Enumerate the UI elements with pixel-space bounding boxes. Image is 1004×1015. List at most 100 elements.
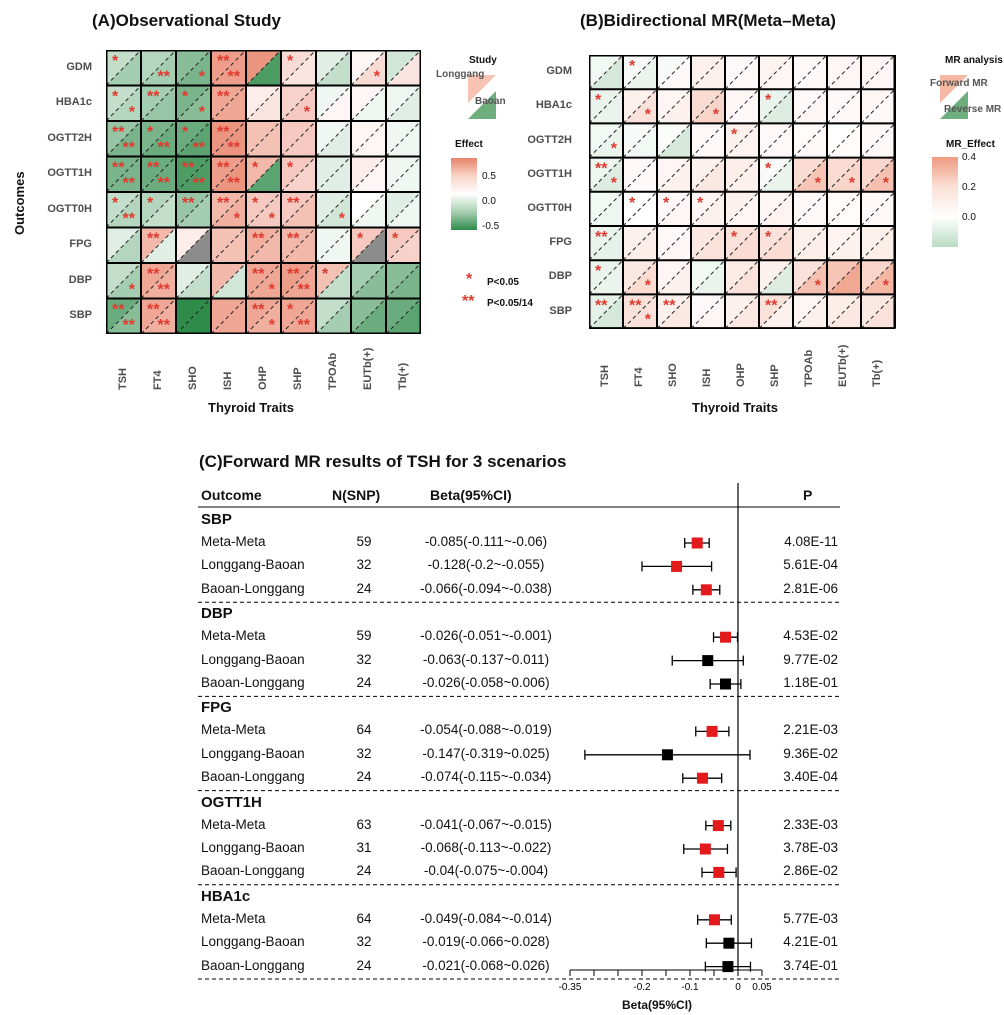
panel-b-cell-diagonal bbox=[792, 225, 828, 261]
panel-a-star-upper: * bbox=[287, 302, 294, 319]
panel-a-cell-diagonal bbox=[385, 262, 421, 299]
mr-effect-legend-tick-label: 0.0 bbox=[962, 212, 976, 223]
panel-b-cell-diagonal bbox=[656, 259, 692, 295]
panel-a-cell-diagonal bbox=[210, 191, 247, 228]
forest-x-tick-label: -0.1 bbox=[681, 982, 699, 993]
panel-a-star-lower: ** bbox=[228, 69, 241, 86]
panel-a-star-upper: * bbox=[287, 160, 294, 177]
panel-a-star-upper: * bbox=[322, 266, 329, 283]
panel-b-cell-diagonal bbox=[656, 294, 692, 329]
forest-x-tick-label: 0.05 bbox=[752, 982, 772, 993]
panel-a-star-lower: * bbox=[339, 211, 346, 228]
forest-header-p: P bbox=[803, 487, 813, 503]
panel-a-star-lower: * bbox=[129, 104, 136, 121]
panel-b-cell-diagonal bbox=[622, 259, 658, 295]
forest-row-p: 2.81E-06 bbox=[783, 580, 838, 596]
panel-a-star-upper: * bbox=[147, 195, 154, 212]
panel-a-star-upper: ** bbox=[217, 53, 230, 70]
panel-b-cell-diagonal bbox=[826, 55, 862, 90]
panel-a-star-upper: ** bbox=[252, 266, 265, 283]
panel-a-cell-diagonal bbox=[210, 50, 247, 86]
study-legend-upper-label: Longgang bbox=[436, 69, 485, 80]
panel-a-star-lower: ** bbox=[158, 69, 171, 86]
panel-b-cell-diagonal bbox=[826, 123, 862, 158]
panel-a-star-upper: ** bbox=[147, 89, 160, 106]
mr-effect-legend-gradient bbox=[932, 157, 958, 247]
panel-b-cell-diagonal bbox=[758, 157, 794, 193]
forest-point bbox=[722, 961, 734, 973]
panel-a-cell-diagonal bbox=[210, 262, 247, 299]
panel-a-cell-diagonal bbox=[140, 156, 177, 193]
panel-a-cell-diagonal bbox=[315, 262, 352, 299]
panel-a-cell-diagonal bbox=[385, 85, 421, 122]
panel-a-star-upper: * bbox=[287, 53, 294, 70]
panel-b-cell-diagonal bbox=[690, 157, 726, 193]
panel-a-star-lower: * bbox=[199, 69, 206, 86]
panel-b-cell-diagonal bbox=[589, 88, 624, 124]
panel-a-cell-diagonal bbox=[315, 227, 352, 264]
forest-row-ci: -0.049(-0.084~-0.014) bbox=[420, 910, 552, 926]
panel-b-star-upper: * bbox=[765, 92, 772, 109]
forest-row-n: 24 bbox=[356, 675, 372, 690]
forest-row-scenario: Meta-Meta bbox=[201, 534, 266, 549]
panel-a-cell-diagonal bbox=[385, 227, 421, 264]
panel-b-cell-upper bbox=[589, 226, 623, 261]
panel-a-cell-diagonal bbox=[210, 85, 247, 122]
forest-row-n: 59 bbox=[356, 534, 372, 549]
panel-b-cell-diagonal bbox=[860, 191, 896, 227]
panel-a-row-label: OGTT0H bbox=[47, 202, 92, 215]
panel-b-row-label: FPG bbox=[549, 236, 572, 249]
panel-b-cell-diagonal bbox=[656, 225, 692, 261]
panel-a-cell-diagonal bbox=[210, 298, 247, 334]
panel-a-cell-diagonal bbox=[175, 298, 212, 334]
sig-legend-p0514: P<0.05/14 bbox=[487, 298, 533, 309]
panel-a-star-upper: ** bbox=[252, 231, 265, 248]
forest-row-ci: -0.021(-0.068~0.026) bbox=[422, 957, 550, 973]
panel-a-cell-diagonal bbox=[245, 120, 282, 157]
panel-b-star-upper: ** bbox=[595, 229, 608, 246]
panel-b-cell-upper bbox=[623, 260, 657, 295]
panel-a-cell-diagonal bbox=[245, 262, 282, 299]
panel-b-star-upper: * bbox=[765, 229, 772, 246]
panel-a-cell-diagonal bbox=[175, 85, 212, 122]
panel-b-cell-diagonal bbox=[622, 123, 658, 158]
forest-row-scenario: Baoan-Longgang bbox=[201, 957, 305, 973]
panel-a-star-lower: * bbox=[304, 104, 311, 121]
forest-point bbox=[713, 866, 725, 878]
panel-a-star-upper: * bbox=[182, 124, 189, 141]
panel-a-star-lower: ** bbox=[193, 140, 206, 157]
panel-b-cell-diagonal bbox=[826, 225, 862, 261]
forest-row-n: 32 bbox=[356, 557, 372, 573]
panel-a-cell-diagonal bbox=[315, 156, 352, 193]
panel-a-heatmap: *** *********** **************************… bbox=[106, 50, 421, 334]
forest-row-ci: -0.074(-0.115~-0.034) bbox=[420, 769, 552, 785]
forest-row-ci: -0.04(-0.075~-0.004) bbox=[423, 863, 549, 879]
panel-a-star-lower: ** bbox=[123, 140, 136, 157]
panel-a-cell-diagonal bbox=[350, 191, 387, 228]
forest-x-tick-label: -0.35 bbox=[559, 982, 582, 993]
mr-legend-lower-label: Reverse MR bbox=[944, 104, 1002, 115]
mr-legend-swatch bbox=[940, 75, 968, 119]
panel-a-cell-diagonal bbox=[350, 120, 387, 157]
mr-effect-legend-title: MR_Effect bbox=[946, 139, 995, 150]
panel-a-row-label: OGTT1H bbox=[47, 167, 92, 180]
panel-a-star-lower: ** bbox=[298, 282, 311, 299]
panel-a-star-upper: ** bbox=[112, 124, 125, 141]
forest-point bbox=[702, 655, 714, 667]
panel-b-cell-upper bbox=[691, 226, 725, 261]
forest-row-p: 9.36E-02 bbox=[783, 745, 838, 761]
panel-a-cell-diagonal bbox=[280, 298, 317, 334]
panel-b-cell-diagonal bbox=[724, 191, 760, 227]
panel-b-cell-upper bbox=[759, 226, 793, 261]
panel-a-cell-diagonal bbox=[106, 120, 142, 157]
panel-a-star-upper: ** bbox=[217, 195, 230, 212]
panel-b-star-lower: * bbox=[645, 106, 652, 123]
panel-b-cell-diagonal bbox=[758, 294, 794, 329]
panel-a-cell-diagonal bbox=[210, 120, 247, 157]
panel-a-cell-diagonal bbox=[350, 85, 387, 122]
panel-b-cell-diagonal bbox=[724, 123, 760, 158]
panel-a-row-label: HBA1c bbox=[55, 96, 92, 109]
panel-b-cell-diagonal bbox=[826, 259, 862, 295]
panel-a-star-lower: ** bbox=[158, 140, 171, 157]
panel-b-cell-diagonal bbox=[826, 294, 862, 329]
